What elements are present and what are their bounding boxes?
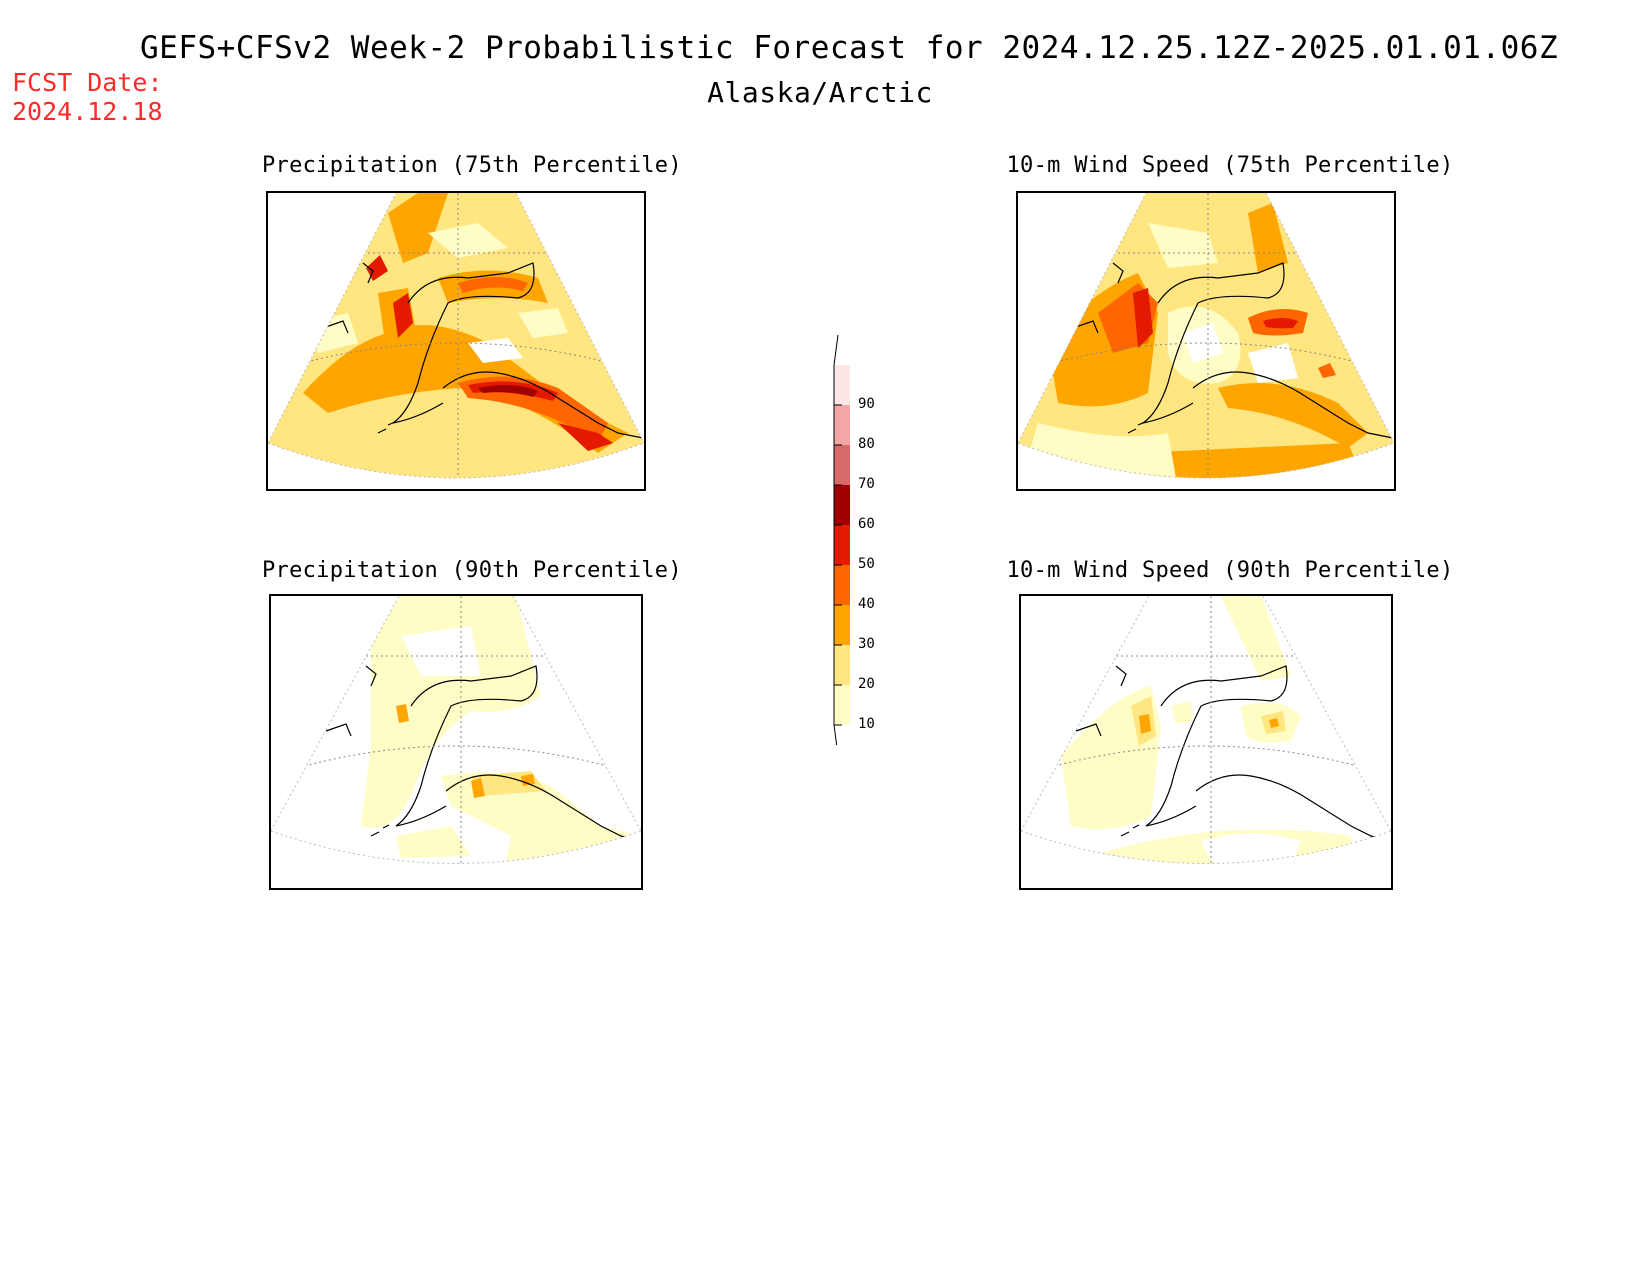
- panel-title-precip75: Precipitation (75th Percentile): [262, 153, 682, 178]
- colorbar-tick-label: 10: [858, 716, 875, 732]
- panel-title-precip90: Precipitation (90th Percentile): [262, 558, 682, 583]
- colorbar-swatch: [834, 645, 850, 685]
- forecast-date-value: 2024.12.18: [12, 97, 163, 126]
- region-subtitle: Alaska/Arctic: [707, 76, 933, 109]
- colorbar-swatch: [834, 605, 850, 645]
- colorbar-swatch: [834, 445, 850, 485]
- colorbar-swatch: [834, 565, 850, 605]
- colorbar-tick-label: 30: [858, 636, 875, 652]
- panel-title-wind75: 10-m Wind Speed (75th Percentile): [1006, 153, 1454, 178]
- map-panel-precip90: [269, 594, 643, 890]
- colorbar-tick-label: 70: [858, 476, 875, 492]
- colorbar-swatch: [834, 365, 850, 405]
- main-title: GEFS+CFSv2 Week-2 Probabilistic Forecast…: [140, 30, 1559, 66]
- panel-title-wind90: 10-m Wind Speed (90th Percentile): [1006, 558, 1454, 583]
- colorbar-tick-label: 90: [858, 396, 875, 412]
- map-panel-wind90: [1019, 594, 1393, 890]
- forecast-date-block: FCST Date: 2024.12.18: [12, 68, 163, 126]
- colorbar-tick-label: 80: [858, 436, 875, 452]
- map-panel-precip75: [266, 191, 646, 491]
- colorbar-swatch: [834, 525, 850, 565]
- colorbar-tick-label: 50: [858, 556, 875, 572]
- colorbar-swatch: [834, 685, 850, 725]
- colorbar-swatch: [834, 485, 850, 525]
- forecast-date-label: FCST Date:: [12, 68, 163, 97]
- colorbar-swatch: [834, 405, 850, 445]
- colorbar-tick-label: 40: [858, 596, 875, 612]
- colorbar-tick-label: 20: [858, 676, 875, 692]
- colorbar-tick-label: 60: [858, 516, 875, 532]
- map-panel-wind75: [1016, 191, 1396, 491]
